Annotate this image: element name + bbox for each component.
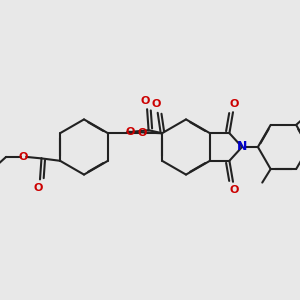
Text: O: O <box>230 185 239 195</box>
Text: O: O <box>230 99 239 109</box>
Text: O: O <box>137 128 147 138</box>
Text: O: O <box>125 127 135 137</box>
Text: O: O <box>152 99 161 109</box>
Text: O: O <box>19 152 28 162</box>
Text: O: O <box>141 96 150 106</box>
Text: O: O <box>34 183 43 193</box>
Text: N: N <box>237 140 247 154</box>
